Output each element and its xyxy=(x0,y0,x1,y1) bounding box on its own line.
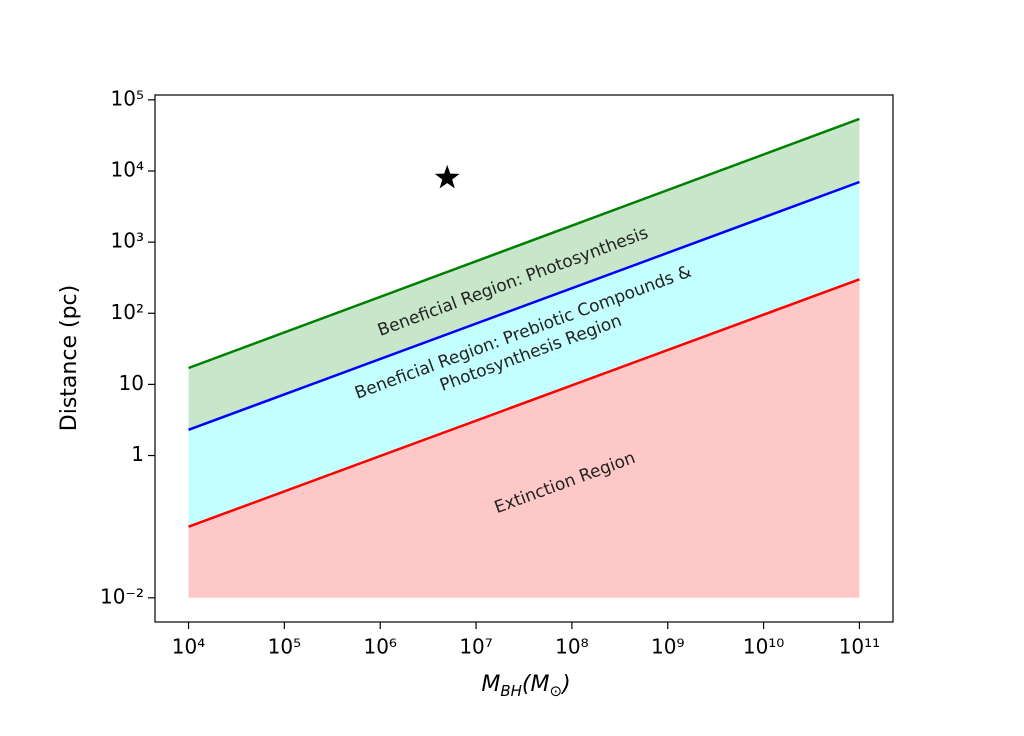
y-tick-label: 10³ xyxy=(111,229,144,253)
y-tick-label: 10⁻² xyxy=(100,584,144,608)
x-tick-label: 10⁶ xyxy=(363,635,396,659)
y-tick-label: 10² xyxy=(111,300,144,324)
x-tick-label: 10⁸ xyxy=(555,635,588,659)
plot-frame xyxy=(154,94,894,623)
x-tick-label: 10⁴ xyxy=(172,635,205,659)
x-tick-label: 10¹⁰ xyxy=(743,635,784,659)
y-tick-label: 1 xyxy=(131,442,144,466)
series-line xyxy=(188,278,860,528)
series-line xyxy=(188,180,860,431)
y-tick-label: 10 xyxy=(119,371,144,395)
x-axis-label-part: (M xyxy=(522,672,550,697)
x-axis-label-part: ⊙ xyxy=(549,682,562,700)
y-tick-label: 10⁵ xyxy=(111,86,144,110)
x-tick-label: 10⁵ xyxy=(268,635,301,659)
area-fill xyxy=(188,182,860,527)
x-axis-label: MBH(M⊙) xyxy=(481,672,570,700)
x-axis-label-part: BH xyxy=(500,682,522,700)
x-tick-label: 10⁷ xyxy=(459,635,492,659)
x-tick-label: 10¹¹ xyxy=(839,635,880,659)
x-axis-label-part: ) xyxy=(560,672,571,697)
y-tick-label: 10⁴ xyxy=(111,157,144,181)
y-axis-label: Distance (pc) xyxy=(57,285,82,431)
series-line xyxy=(188,117,860,370)
x-tick-label: 10⁹ xyxy=(651,635,684,659)
area-fill xyxy=(188,279,860,598)
star-marker xyxy=(434,164,460,189)
x-axis-label-part: M xyxy=(481,672,500,697)
area-fill xyxy=(188,118,860,430)
